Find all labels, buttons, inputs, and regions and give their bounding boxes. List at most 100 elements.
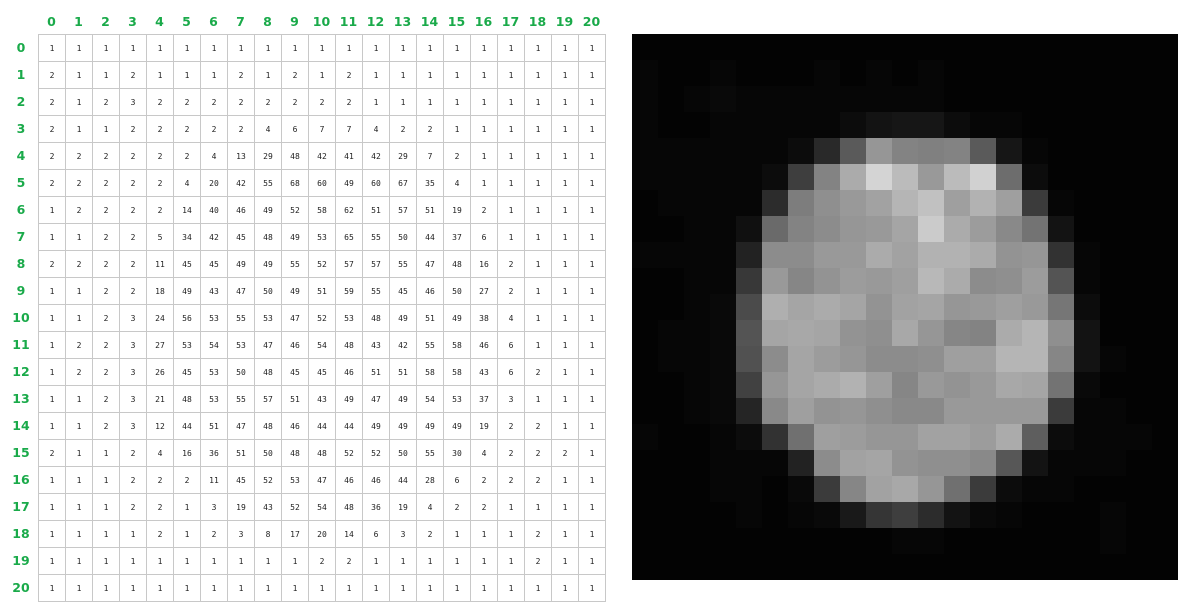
image-pixel xyxy=(736,554,763,580)
image-pixel xyxy=(788,424,815,451)
pixel-value-cell: 1 xyxy=(497,196,525,224)
pixel-value-cell: 49 xyxy=(416,412,444,440)
image-pixel xyxy=(1022,86,1049,113)
pixel-value-cell: 14 xyxy=(173,196,201,224)
image-pixel xyxy=(788,476,815,503)
pixel-value-cell: 1 xyxy=(578,358,606,386)
pixel-value-cell: 1 xyxy=(524,304,552,332)
image-pixel xyxy=(1100,86,1127,113)
pixel-value-cell: 1 xyxy=(578,34,606,62)
image-pixel xyxy=(996,476,1023,503)
pixel-value-cell: 45 xyxy=(389,277,417,305)
pixel-value-cell: 2 xyxy=(92,304,120,332)
pixel-value-cell: 1 xyxy=(281,547,309,575)
pixel-value-cell: 40 xyxy=(200,196,228,224)
image-pixel xyxy=(1152,554,1178,580)
image-pixel xyxy=(736,112,763,139)
pixel-value-cell: 1 xyxy=(200,34,228,62)
pixel-value-cell: 1 xyxy=(335,34,363,62)
pixel-value-cell: 2 xyxy=(65,250,93,278)
pixel-value-cell: 48 xyxy=(362,304,390,332)
pixel-value-cell: 1 xyxy=(497,34,525,62)
image-pixel xyxy=(658,346,685,373)
image-pixel xyxy=(1074,112,1101,139)
pixel-value-cell: 1 xyxy=(362,574,390,602)
image-pixel xyxy=(762,450,789,477)
image-pixel xyxy=(1152,294,1178,321)
image-pixel xyxy=(970,112,997,139)
pixel-value-cell: 2 xyxy=(308,547,336,575)
image-pixel xyxy=(658,190,685,217)
pixel-value-cell: 2 xyxy=(146,142,174,170)
pixel-value-cell: 2 xyxy=(92,250,120,278)
image-pixel xyxy=(658,476,685,503)
image-pixel xyxy=(1048,242,1075,269)
image-pixel xyxy=(970,268,997,295)
image-pixel xyxy=(762,190,789,217)
image-pixel xyxy=(1126,398,1153,425)
image-pixel xyxy=(1126,502,1153,529)
image-pixel xyxy=(970,554,997,580)
pixel-value-cell: 49 xyxy=(254,196,282,224)
pixel-value-cell: 6 xyxy=(443,466,471,494)
pixel-value-cell: 7 xyxy=(308,115,336,143)
image-pixel xyxy=(892,320,919,347)
image-pixel xyxy=(996,164,1023,191)
image-pixel xyxy=(944,476,971,503)
pixel-value-cell: 2 xyxy=(92,358,120,386)
image-pixel xyxy=(892,112,919,139)
pixel-value-cell: 2 xyxy=(119,196,147,224)
pixel-value-cell: 1 xyxy=(524,250,552,278)
image-pixel xyxy=(710,294,737,321)
column-label: 13 xyxy=(393,14,412,29)
pixel-value-cell: 1 xyxy=(524,142,552,170)
pixel-value-cell: 2 xyxy=(524,358,552,386)
pixel-value-cell: 2 xyxy=(497,439,525,467)
pixel-value-cell: 54 xyxy=(416,385,444,413)
pixel-value-cell: 1 xyxy=(65,34,93,62)
image-pixel xyxy=(892,398,919,425)
pixel-value-cell: 2 xyxy=(146,520,174,548)
pixel-value-cell: 16 xyxy=(173,439,201,467)
pixel-value-cell: 2 xyxy=(146,196,174,224)
pixel-value-cell: 51 xyxy=(362,358,390,386)
image-pixel xyxy=(944,164,971,191)
pixel-value-cell: 1 xyxy=(551,358,579,386)
pixel-value-cell: 45 xyxy=(308,358,336,386)
pixel-value-cell: 52 xyxy=(335,439,363,467)
pixel-value-cell: 34 xyxy=(173,223,201,251)
pixel-value-cell: 3 xyxy=(497,385,525,413)
pixel-value-cell: 51 xyxy=(389,358,417,386)
pixel-value-cell: 55 xyxy=(227,304,255,332)
pixel-value-cell: 2 xyxy=(38,61,66,89)
image-pixel xyxy=(892,216,919,243)
pixel-value-cell: 1 xyxy=(524,169,552,197)
pixel-value-cell: 2 xyxy=(146,88,174,116)
pixel-value-cell: 1 xyxy=(308,61,336,89)
pixel-value-cell: 1 xyxy=(254,61,282,89)
pixel-value-cell: 49 xyxy=(443,304,471,332)
pixel-value-cell: 2 xyxy=(524,412,552,440)
image-pixel xyxy=(918,424,945,451)
image-pixel xyxy=(788,502,815,529)
pixel-value-cell: 55 xyxy=(389,250,417,278)
pixel-value-cell: 65 xyxy=(335,223,363,251)
table-row: 1 1 1 1 2 1 2 3 8 17 20 14 6 3 2 1 1 1 2 1 1 xyxy=(38,520,606,548)
column-label: 17 xyxy=(501,14,520,29)
image-pixel xyxy=(684,528,711,555)
image-pixel xyxy=(918,190,945,217)
image-pixel xyxy=(944,60,971,87)
pixel-value-cell: 53 xyxy=(227,331,255,359)
image-pixel xyxy=(684,268,711,295)
pixel-value-cell: 1 xyxy=(443,34,471,62)
pixel-value-cell: 45 xyxy=(173,358,201,386)
image-pixel xyxy=(892,60,919,87)
pixel-value-cell: 1 xyxy=(389,574,417,602)
image-pixel xyxy=(788,372,815,399)
pixel-value-cell: 2 xyxy=(443,493,471,521)
image-pixel xyxy=(970,34,997,61)
image-pixel xyxy=(996,216,1023,243)
image-pixel xyxy=(658,242,685,269)
image-pixel xyxy=(814,320,841,347)
pixel-value-cell: 38 xyxy=(470,304,498,332)
